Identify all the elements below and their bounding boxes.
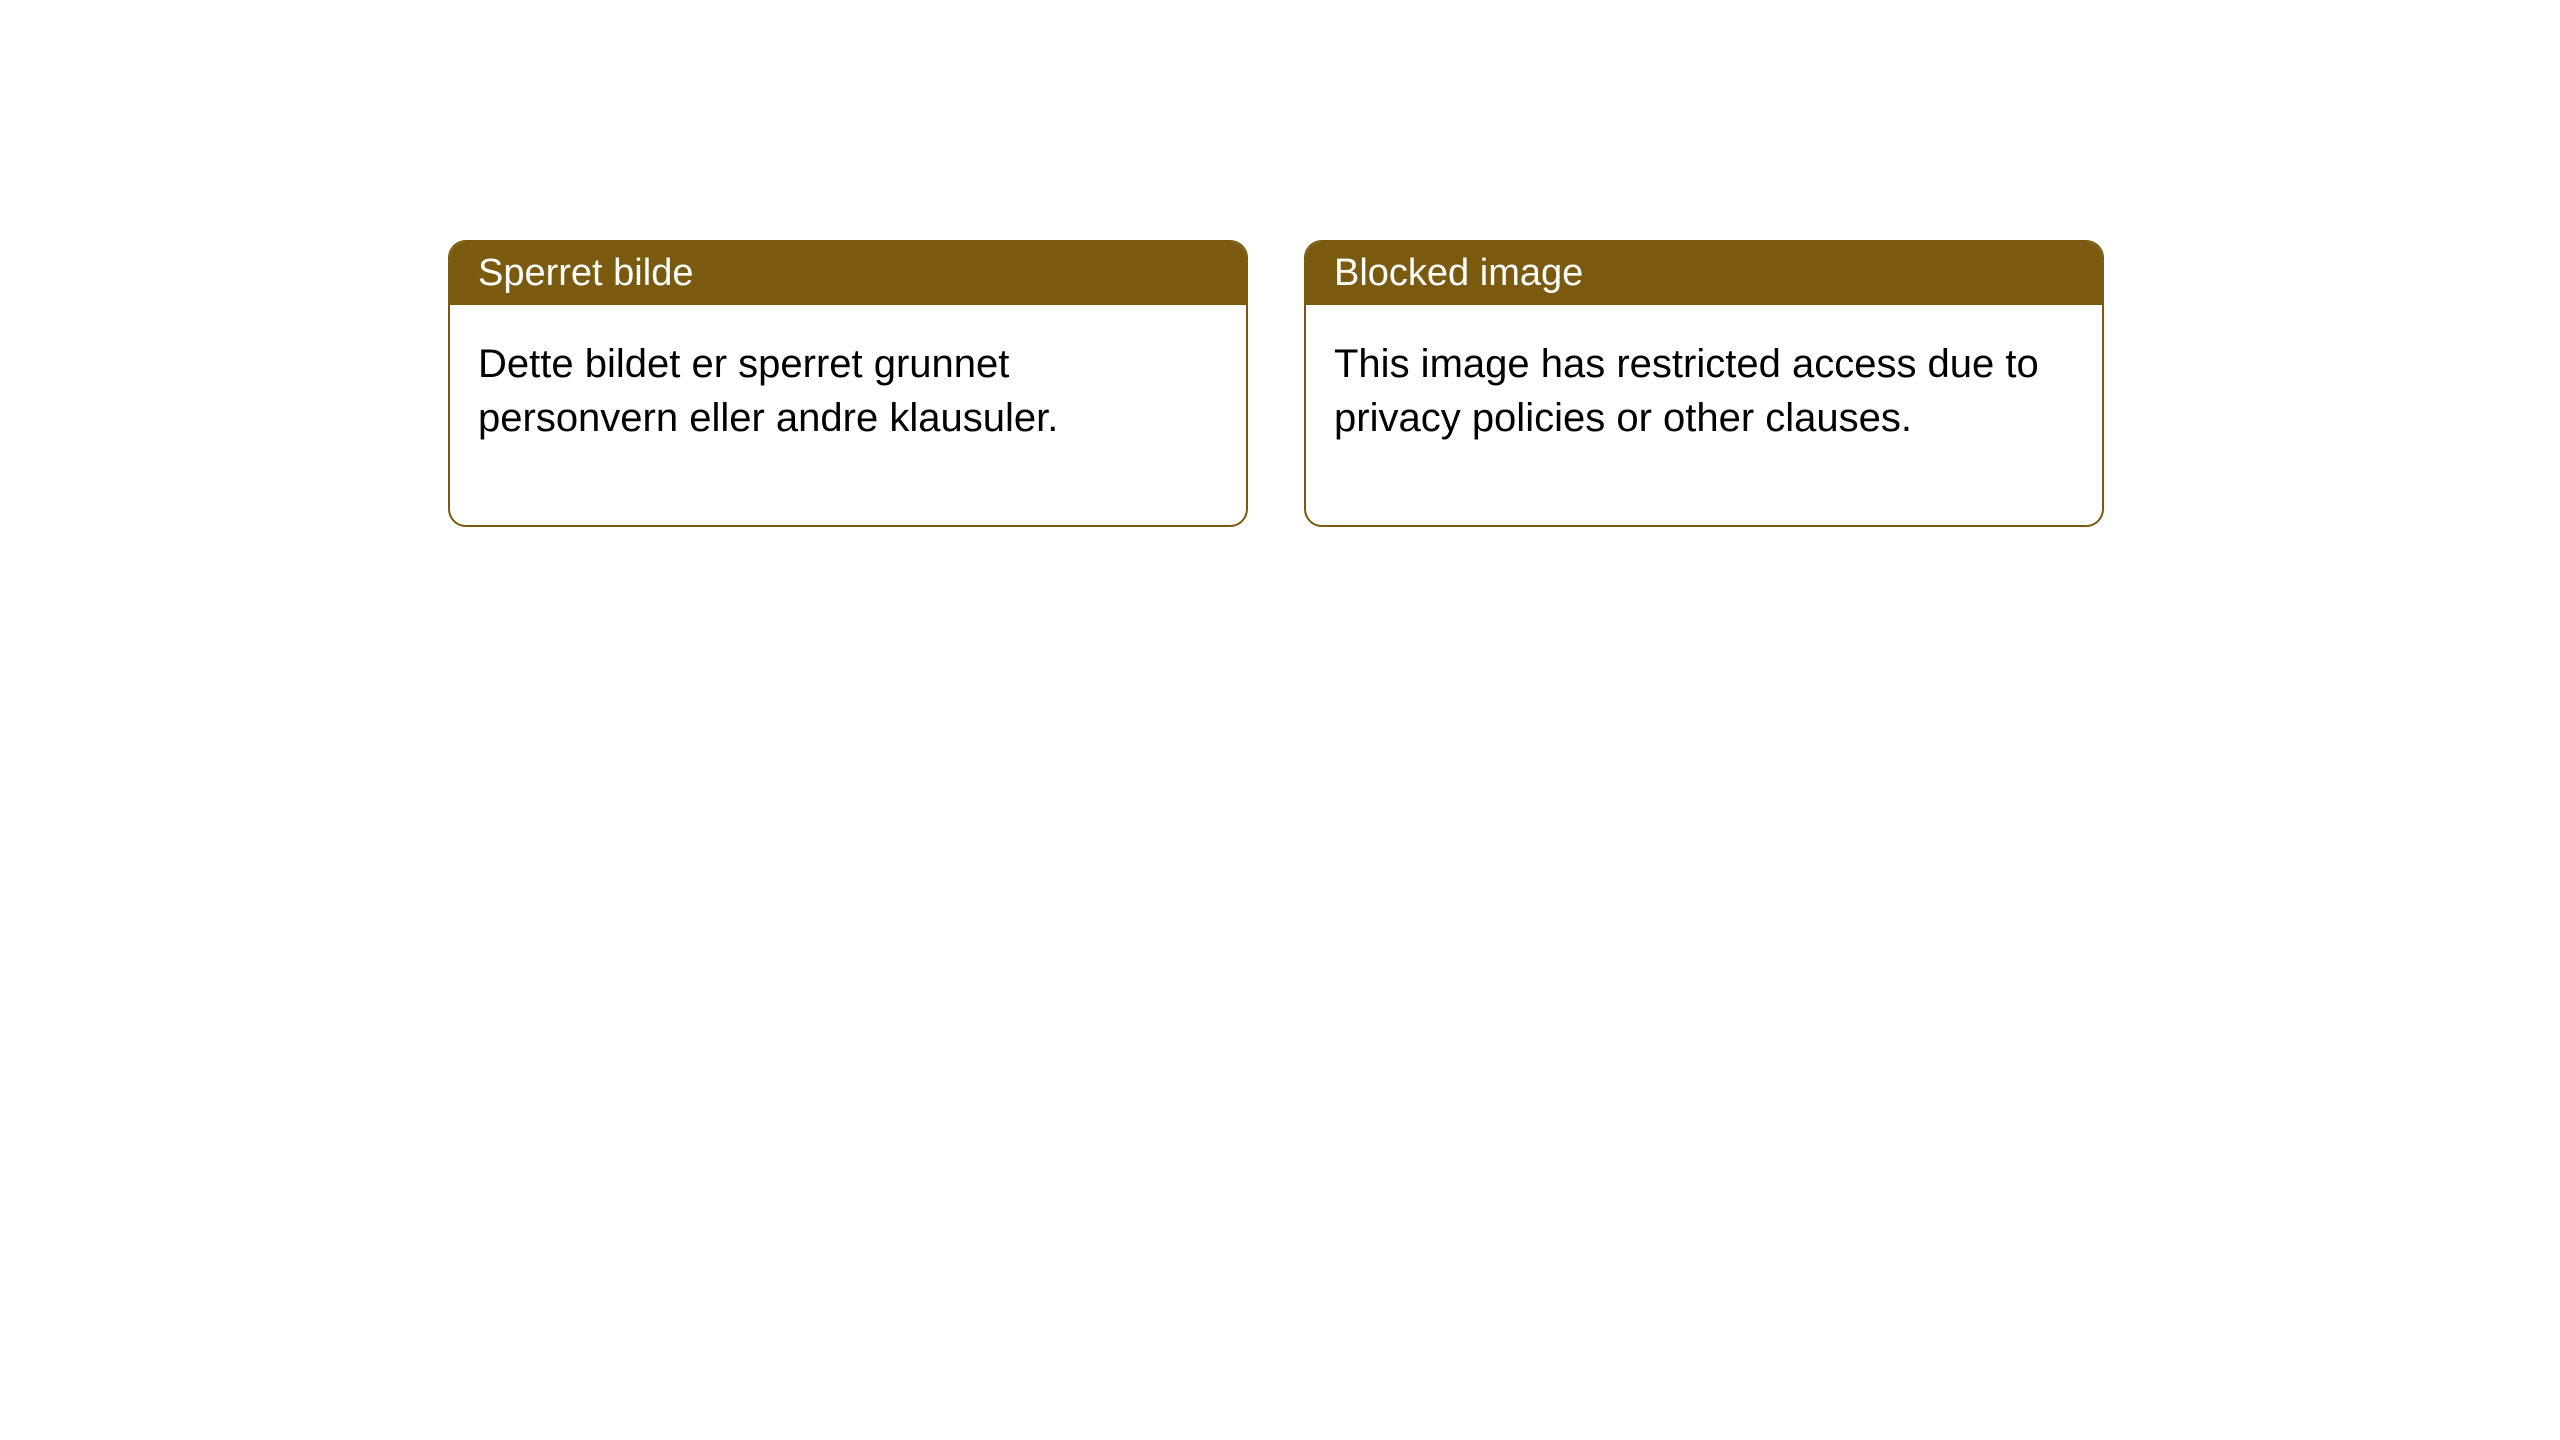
notice-container: Sperret bilde Dette bildet er sperret gr… (448, 240, 2104, 527)
card-body-text: Dette bildet er sperret grunnet personve… (478, 342, 1058, 440)
card-header: Blocked image (1306, 242, 2102, 305)
card-body: Dette bildet er sperret grunnet personve… (450, 305, 1246, 525)
notice-card-norwegian: Sperret bilde Dette bildet er sperret gr… (448, 240, 1248, 527)
card-header: Sperret bilde (450, 242, 1246, 305)
card-title: Blocked image (1334, 252, 1583, 294)
card-title: Sperret bilde (478, 252, 693, 294)
card-body: This image has restricted access due to … (1306, 305, 2102, 525)
card-body-text: This image has restricted access due to … (1334, 342, 2039, 440)
notice-card-english: Blocked image This image has restricted … (1304, 240, 2104, 527)
